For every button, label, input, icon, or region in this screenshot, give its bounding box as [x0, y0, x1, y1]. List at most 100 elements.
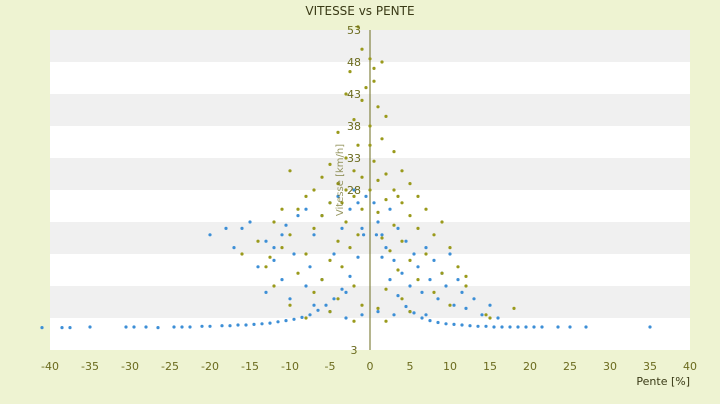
data-point [352, 284, 356, 288]
data-point [480, 313, 484, 317]
data-point [448, 246, 452, 250]
x-tick-label: 0 [367, 360, 374, 373]
data-point [408, 182, 412, 186]
data-point [428, 278, 432, 282]
data-point [296, 271, 300, 275]
data-point [348, 207, 352, 211]
data-point [392, 188, 396, 192]
data-point [280, 246, 284, 250]
data-point [452, 303, 456, 307]
data-point [284, 223, 288, 227]
y-tick-label: 38 [347, 120, 361, 133]
data-point [496, 316, 500, 320]
data-point [472, 297, 476, 301]
data-point [396, 294, 400, 298]
data-point [532, 325, 536, 329]
data-point [456, 278, 460, 282]
data-point [424, 313, 428, 317]
data-point [356, 233, 360, 237]
data-point [336, 239, 340, 243]
y-tick-label: 43 [347, 88, 361, 101]
data-point [332, 252, 336, 256]
data-point [332, 297, 336, 301]
data-point [312, 290, 316, 294]
data-point [464, 284, 468, 288]
data-point [240, 226, 244, 230]
data-point [124, 325, 128, 329]
data-point [336, 182, 340, 186]
data-point [404, 239, 408, 243]
data-point [424, 207, 428, 211]
data-point [416, 226, 420, 230]
data-point [556, 325, 560, 329]
data-point [280, 207, 284, 211]
data-point [408, 258, 412, 262]
data-point [348, 246, 352, 250]
x-axis-label: Pente [%] [636, 375, 690, 388]
data-point [372, 66, 376, 70]
data-point [344, 220, 348, 224]
data-point [524, 325, 528, 329]
data-point [400, 201, 404, 205]
data-point [272, 246, 276, 250]
data-point [432, 233, 436, 237]
data-point [68, 326, 72, 330]
data-point [352, 319, 356, 323]
data-point [356, 201, 360, 205]
chart-title: VITESSE vs PENTE [305, 4, 414, 18]
data-point [336, 194, 340, 198]
data-point [484, 324, 488, 328]
data-point [388, 278, 392, 282]
data-point [328, 201, 332, 205]
data-point [340, 265, 344, 269]
y-tick-label: 53 [347, 24, 361, 37]
data-point [260, 322, 264, 326]
data-point [408, 284, 412, 288]
data-point [180, 325, 184, 329]
data-point [368, 57, 372, 61]
data-point [376, 105, 380, 109]
data-point [392, 223, 396, 227]
data-point [272, 284, 276, 288]
data-point [172, 325, 176, 329]
data-point [344, 156, 348, 160]
data-point [312, 188, 316, 192]
data-point [304, 207, 308, 211]
data-point [384, 172, 388, 176]
y-tick-labels: 3 28 33 38 43 48 53 [347, 24, 361, 357]
data-point [296, 207, 300, 211]
data-point [648, 325, 652, 329]
data-point [516, 325, 520, 329]
data-point [416, 194, 420, 198]
data-point [380, 233, 384, 237]
data-point [568, 325, 572, 329]
data-point [352, 194, 356, 198]
x-tick-label: 15 [483, 360, 497, 373]
data-point [312, 233, 316, 237]
data-point [40, 326, 44, 330]
data-point [132, 325, 136, 329]
x-tick-label: -40 [41, 360, 59, 373]
data-point [400, 271, 404, 275]
data-point [292, 317, 296, 321]
data-point [440, 220, 444, 224]
data-point [188, 325, 192, 329]
y-tick-label: 3 [351, 344, 358, 357]
data-point [360, 175, 364, 179]
data-point [288, 303, 292, 307]
data-point [392, 150, 396, 154]
data-point [268, 255, 272, 259]
data-point [492, 325, 496, 329]
data-point [228, 324, 232, 328]
data-point [436, 297, 440, 301]
data-point [396, 268, 400, 272]
data-point [428, 319, 432, 323]
x-tick-label: 40 [683, 360, 697, 373]
data-point [368, 124, 372, 128]
data-point [488, 303, 492, 307]
data-point [304, 252, 308, 256]
data-point [360, 98, 364, 102]
data-point [444, 284, 448, 288]
data-point [320, 175, 324, 179]
x-tick-label: -5 [325, 360, 336, 373]
